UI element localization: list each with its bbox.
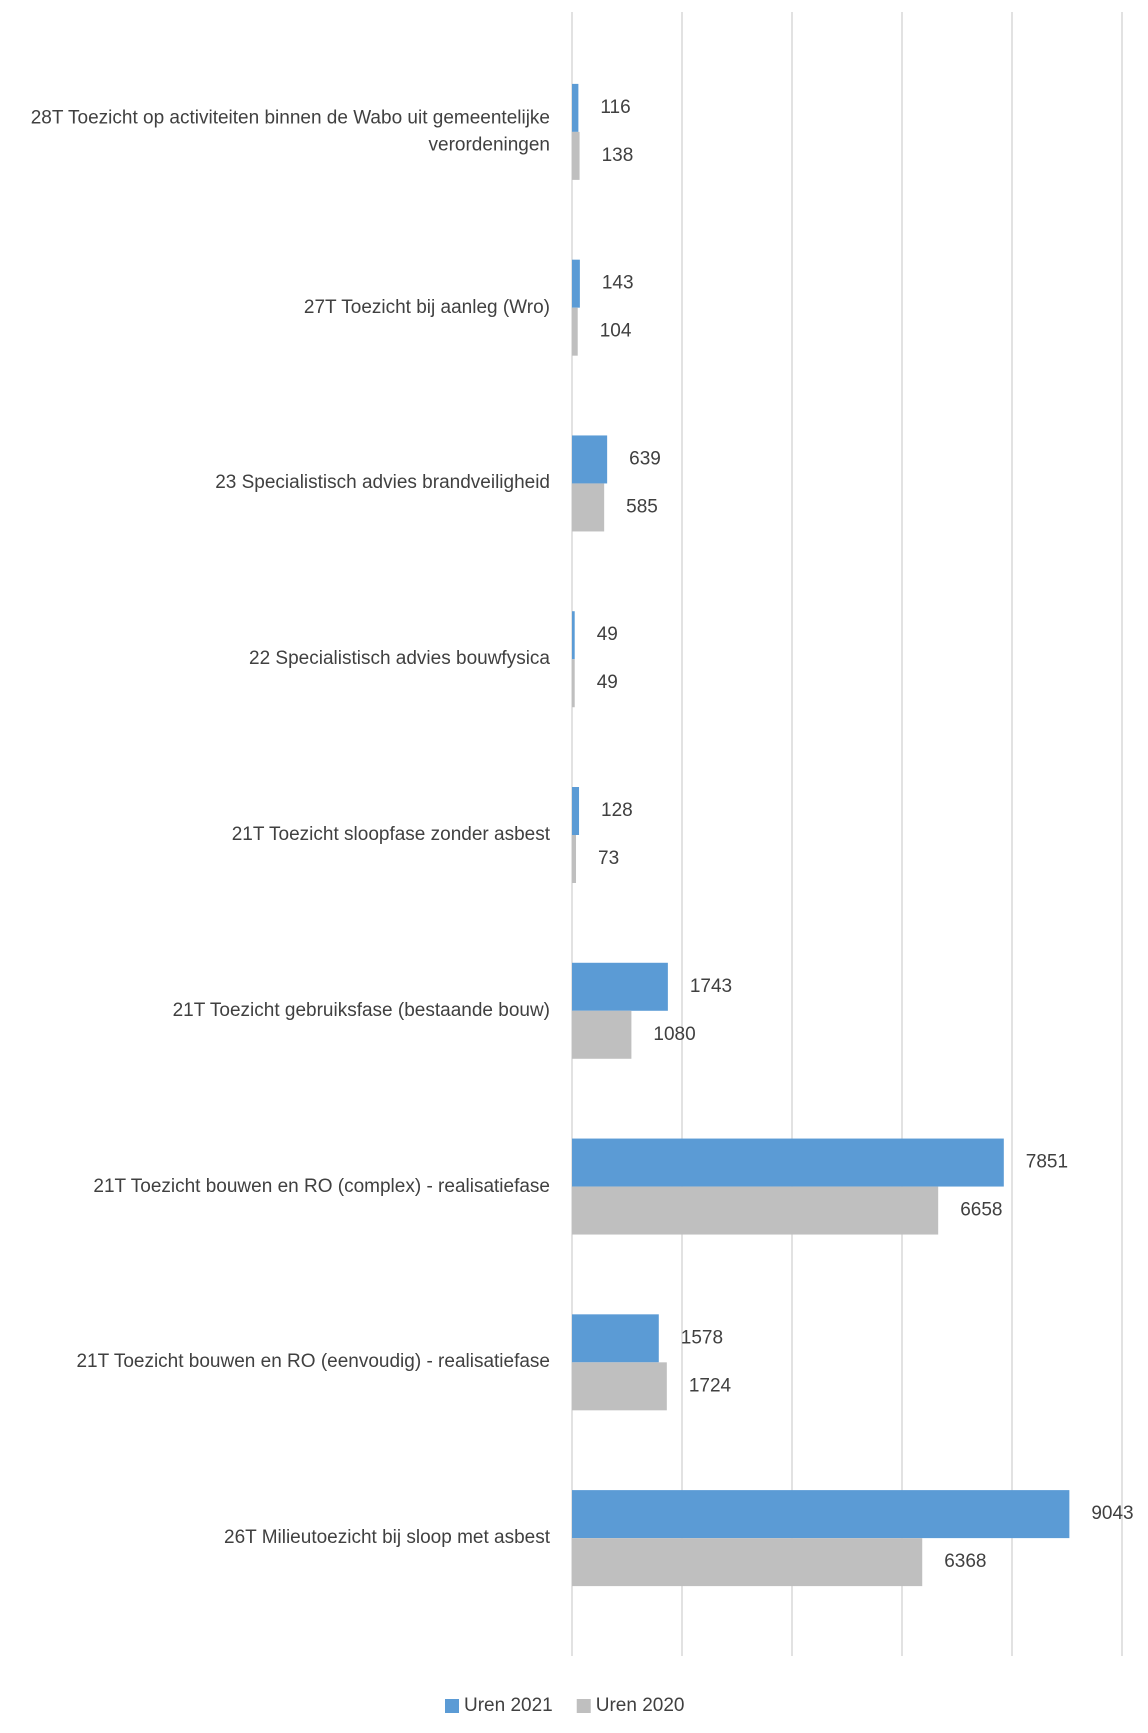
bar [572, 435, 608, 484]
legend-label: Uren 2021 [464, 1695, 553, 1716]
bar [572, 787, 580, 835]
bar [572, 1010, 632, 1059]
legend-swatch [576, 1699, 591, 1713]
data-label: 49 [597, 624, 618, 645]
bar [572, 1362, 667, 1411]
data-label: 143 [602, 273, 634, 294]
bar [572, 483, 605, 532]
category-label: 21T Toezicht gebruiksfase (bestaande bou… [172, 999, 550, 1021]
data-label: 49 [597, 672, 618, 693]
category-label: 21T Toezicht bouwen en RO (complex) - re… [93, 1175, 550, 1197]
bar [572, 1490, 1070, 1539]
data-label: 138 [602, 145, 634, 166]
category-label: 27T Toezicht bij aanleg (Wro) [303, 296, 550, 318]
bar [572, 131, 580, 180]
bar [572, 1538, 923, 1587]
bar [572, 611, 575, 660]
bar [572, 962, 668, 1011]
data-label: 6658 [960, 1200, 1002, 1221]
bar [572, 1186, 939, 1235]
bar [572, 83, 579, 132]
data-label: 128 [601, 800, 633, 821]
category-label: 21T Toezicht bouwen en RO (eenvoudig) - … [76, 1351, 550, 1373]
data-label: 104 [600, 321, 632, 342]
legend-label: Uren 2020 [596, 1695, 685, 1716]
category-label: 28T Toezicht op activiteiten binnen de W… [30, 107, 550, 156]
bar [572, 1314, 659, 1363]
data-label: 116 [600, 97, 630, 118]
category-label: 23 Specialistisch advies brandveiligheid [215, 472, 550, 494]
data-label: 639 [629, 448, 661, 469]
category-label: 22 Specialistisch advies bouwfysica [249, 648, 550, 670]
bar [572, 659, 575, 708]
data-label: 1743 [690, 976, 732, 997]
category-label: 26T Milieutoezicht bij sloop met asbest [224, 1527, 550, 1549]
category-label: 21T Toezicht sloopfase zonder asbest [231, 824, 550, 846]
data-label: 73 [598, 848, 619, 869]
data-label: 1724 [689, 1375, 732, 1396]
bar [572, 1138, 1004, 1187]
data-label: 9043 [1091, 1503, 1133, 1524]
data-label: 1080 [653, 1024, 695, 1045]
bar [572, 835, 577, 883]
bar [572, 259, 580, 308]
data-label: 7851 [1026, 1152, 1068, 1173]
bar [572, 307, 578, 356]
data-label: 585 [626, 496, 658, 517]
data-label: 6368 [944, 1551, 986, 1572]
legend-swatch [445, 1699, 459, 1713]
data-label: 1578 [681, 1327, 723, 1348]
